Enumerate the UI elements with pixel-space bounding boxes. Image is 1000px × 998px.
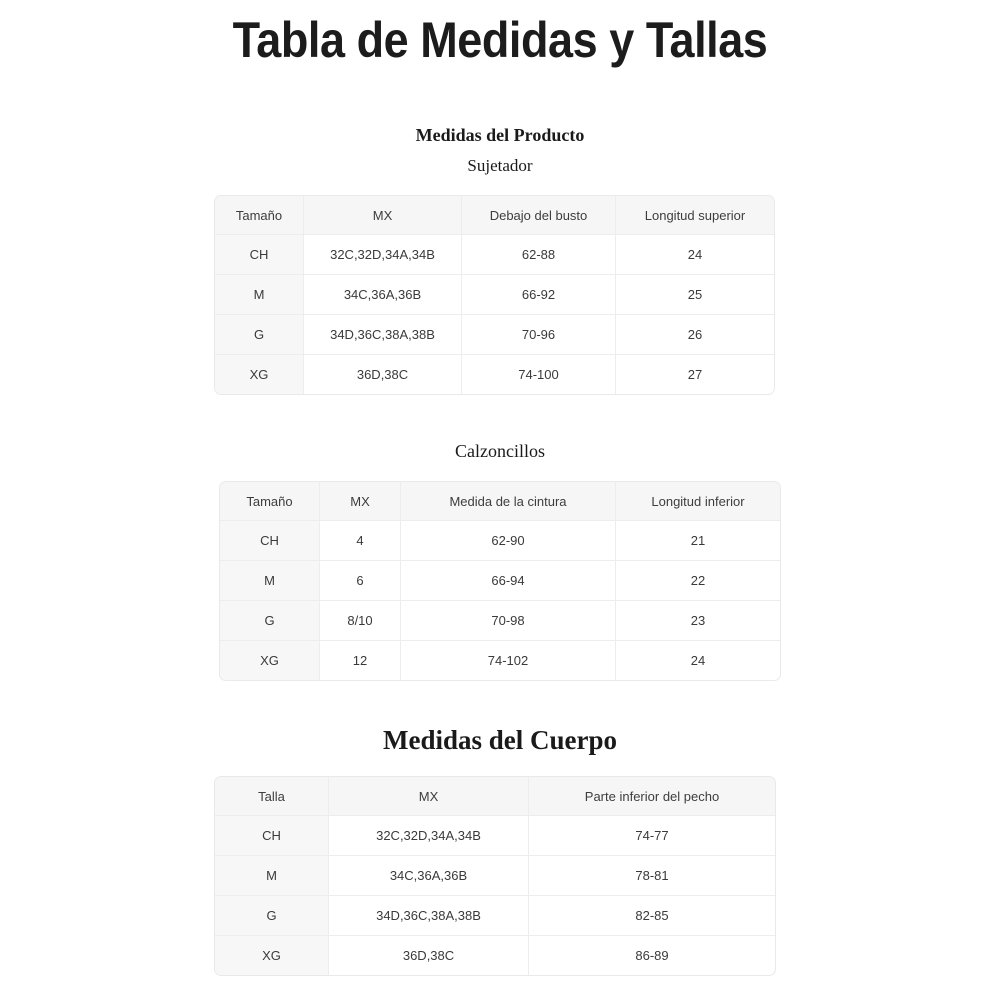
cell-underbust: 62-88 bbox=[462, 235, 616, 275]
section-subheading-bra: Sujetador bbox=[467, 156, 533, 175]
cell-mx: 34C,36A,36B bbox=[304, 275, 462, 315]
cell-top-length: 25 bbox=[616, 275, 774, 315]
column-header-bottom-length: Longitud inferior bbox=[616, 482, 780, 521]
underwear-size-table: Tamaño MX Medida de la cintura Longitud … bbox=[219, 481, 781, 681]
table-row: G 8/10 70-98 23 bbox=[220, 601, 780, 641]
cell-top-length: 27 bbox=[687, 367, 703, 382]
cell-bottom-length: 22 bbox=[616, 561, 780, 601]
cell-size: CH bbox=[215, 235, 304, 275]
cell-size: CH bbox=[220, 521, 320, 561]
cell-mx: 32C,32D,34A,34B bbox=[329, 816, 529, 856]
cell-underbust: 74-100 bbox=[462, 355, 616, 394]
column-header-mx: MX bbox=[329, 777, 529, 816]
cell-waist: 74-102 bbox=[401, 641, 616, 680]
table-row: M 34C,36A,36B 78-81 bbox=[215, 856, 775, 896]
column-header-mx: MX bbox=[320, 482, 401, 521]
cell-mx: 36D,38C bbox=[304, 355, 462, 394]
cell-mx: 34D,36C,38A,38B bbox=[329, 896, 529, 936]
column-header-size: Talla bbox=[215, 777, 329, 816]
page-title: Tabla de Medidas y Tallas bbox=[232, 12, 768, 68]
cell-top-length: 24 bbox=[616, 235, 774, 275]
cell-lower-chest: 86-89 bbox=[635, 948, 669, 963]
cell-size: M bbox=[215, 856, 329, 896]
column-header-lower-chest: Parte inferior del pecho bbox=[529, 777, 775, 816]
cell-waist: 66-94 bbox=[401, 561, 616, 601]
section-heading-underwear: Calzoncillos bbox=[455, 441, 545, 461]
cell-mx: 12 bbox=[320, 641, 401, 680]
column-header-top-length: Longitud superior bbox=[616, 196, 774, 235]
cell-bottom-length: 23 bbox=[616, 601, 780, 641]
column-header-size: Tamaño bbox=[215, 196, 304, 235]
cell-size: XG bbox=[220, 641, 320, 680]
cell-mx: 36D,38C bbox=[329, 936, 529, 975]
table-row: CH 32C,32D,34A,34B 62-88 24 bbox=[215, 235, 774, 275]
cell-size: XG bbox=[215, 936, 329, 975]
cell-lower-chest: 82-85 bbox=[529, 896, 775, 936]
cell-lower-chest: 74-77 bbox=[529, 816, 775, 856]
table-header-row: Talla MX Parte inferior del pecho bbox=[215, 777, 775, 816]
cell-mx: 4 bbox=[320, 521, 401, 561]
cell-size: G bbox=[215, 896, 329, 936]
cell-underbust: 66-92 bbox=[462, 275, 616, 315]
table-row: XG 36D,38C 74-100 27 bbox=[215, 355, 774, 394]
column-header-size: Tamaño bbox=[220, 482, 320, 521]
cell-mx: 8/10 bbox=[320, 601, 401, 641]
column-header-underbust: Debajo del busto bbox=[462, 196, 616, 235]
cell-top-length: 26 bbox=[616, 315, 774, 355]
cell-mx: 6 bbox=[320, 561, 401, 601]
table-row: M 34C,36A,36B 66-92 25 bbox=[215, 275, 774, 315]
cell-size: M bbox=[220, 561, 320, 601]
cell-size: G bbox=[220, 601, 320, 641]
table-row: G 34D,36C,38A,38B 70-96 26 bbox=[215, 315, 774, 355]
table-row: CH 4 62-90 21 bbox=[220, 521, 780, 561]
column-header-waist: Medida de la cintura bbox=[401, 482, 616, 521]
cell-size: XG bbox=[215, 355, 304, 394]
section-heading-product-measurements: Medidas del Producto bbox=[415, 125, 585, 145]
bra-size-table: Tamaño MX Debajo del busto Longitud supe… bbox=[214, 195, 775, 395]
table-row: CH 32C,32D,34A,34B 74-77 bbox=[215, 816, 775, 856]
cell-underbust: 70-96 bbox=[462, 315, 616, 355]
body-measurements-table: Talla MX Parte inferior del pecho CH 32C… bbox=[214, 776, 776, 976]
cell-waist: 70-98 bbox=[401, 601, 616, 641]
cell-size: M bbox=[215, 275, 304, 315]
table-header-row: Tamaño MX Medida de la cintura Longitud … bbox=[220, 482, 780, 521]
cell-waist: 62-90 bbox=[401, 521, 616, 561]
cell-mx: 34D,36C,38A,38B bbox=[304, 315, 462, 355]
cell-bottom-length: 24 bbox=[690, 653, 706, 668]
cell-mx: 34C,36A,36B bbox=[329, 856, 529, 896]
cell-lower-chest: 78-81 bbox=[529, 856, 775, 896]
table-row: XG 12 74-102 24 bbox=[220, 641, 780, 680]
table-header-row: Tamaño MX Debajo del busto Longitud supe… bbox=[215, 196, 774, 235]
cell-size: CH bbox=[215, 816, 329, 856]
cell-size: G bbox=[215, 315, 304, 355]
table-row: M 6 66-94 22 bbox=[220, 561, 780, 601]
cell-bottom-length: 21 bbox=[616, 521, 780, 561]
column-header-mx: MX bbox=[304, 196, 462, 235]
cell-mx: 32C,32D,34A,34B bbox=[304, 235, 462, 275]
section-heading-body-measurements: Medidas del Cuerpo bbox=[382, 725, 617, 755]
table-row: G 34D,36C,38A,38B 82-85 bbox=[215, 896, 775, 936]
table-row: XG 36D,38C 86-89 bbox=[215, 936, 775, 975]
